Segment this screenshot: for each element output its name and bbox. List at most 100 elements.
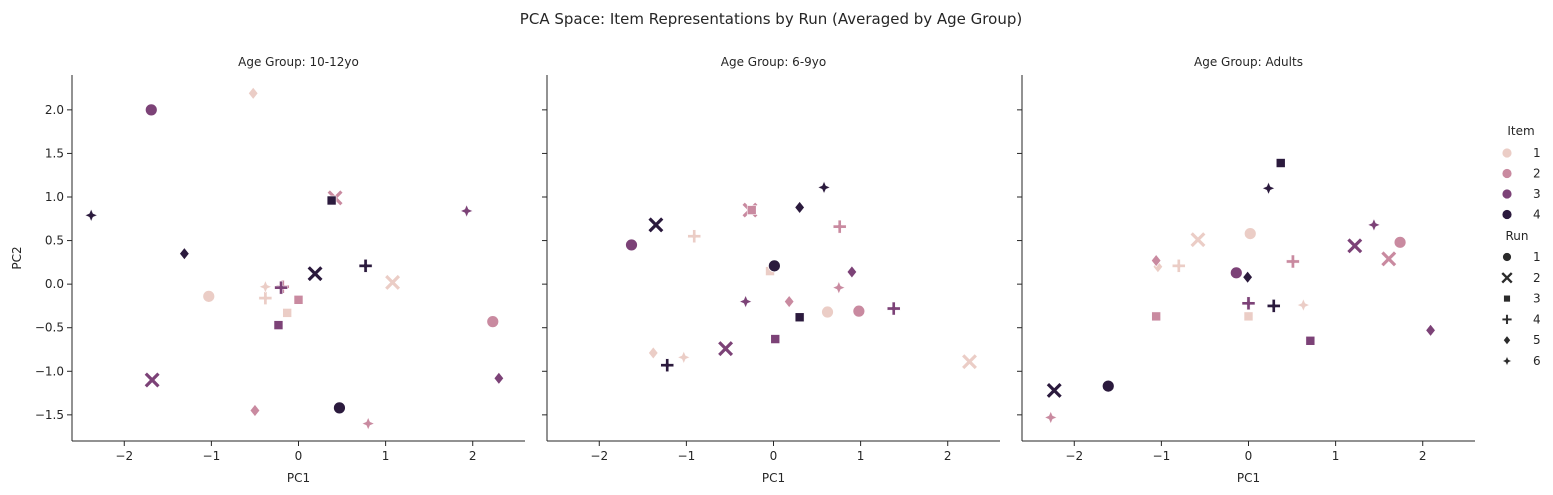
points <box>84 86 505 431</box>
x-tick-label: 2 <box>469 449 477 463</box>
data-point-item-4-run-1 <box>1101 379 1115 393</box>
data-point-item-1-run-1 <box>821 305 834 319</box>
data-point-item-2-run-6 <box>361 417 375 431</box>
points <box>1044 158 1436 424</box>
data-point-item-3-run-2 <box>718 341 734 357</box>
panel-1: Age Group: 10-12yo −2 −1 0 1 2 −1.5 −1.0 −0.5 0.0… <box>10 55 525 485</box>
legend-run-marker <box>1501 355 1513 367</box>
data-point-item-1-run-6 <box>1296 298 1310 312</box>
points <box>625 180 977 372</box>
legend-run-label: 5 <box>1533 333 1541 347</box>
legend-item-swatch <box>1501 168 1513 179</box>
data-point-item-2-run-4 <box>832 219 847 234</box>
legend-run-marker <box>1503 294 1511 303</box>
data-point-item-3-run-4 <box>274 280 288 295</box>
data-point-item-2-run-1 <box>852 304 866 318</box>
data-point-item-3-run-5 <box>1425 323 1436 337</box>
data-point-item-4-run-2 <box>648 217 664 233</box>
data-point-item-4-run-2 <box>1046 382 1062 398</box>
x-tick-label: −1 <box>678 449 696 463</box>
x-tick-label: 0 <box>770 449 778 463</box>
data-point-item-4-run-3 <box>326 195 337 206</box>
x-tick-label: 1 <box>382 449 390 463</box>
legend-run-marker <box>1501 272 1513 284</box>
data-point-item-2-run-1 <box>1393 235 1407 249</box>
legend-item-swatch <box>1501 188 1513 200</box>
data-point-item-2-run-3 <box>746 205 757 215</box>
panel-2: Age Group: 6-9yo −2 −1 0 1 2 PC1 <box>542 55 1000 485</box>
data-point-item-1-run-5 <box>248 86 259 100</box>
data-point-item-4-run-5 <box>1242 270 1253 284</box>
data-point-item-1-run-2 <box>385 274 401 290</box>
y-tick-label: −0.5 <box>35 321 64 335</box>
data-point-item-1-run-4 <box>687 229 701 243</box>
legend: Item 1 2 3 4 Run 1 2 3 4 5 6 <box>1501 124 1541 368</box>
x-axis-label: PC1 <box>287 471 310 485</box>
legend-item-swatch <box>1501 209 1513 220</box>
x-tick-label: −2 <box>115 449 133 463</box>
legend-item-title: Item <box>1507 124 1534 138</box>
data-point-item-4-run-3 <box>1275 158 1286 168</box>
legend-item-swatch <box>1501 147 1513 159</box>
panel-title: Age Group: Adults <box>1194 55 1303 69</box>
x-tick-label: −2 <box>1065 449 1083 463</box>
data-point-item-3-run-2 <box>1347 238 1363 254</box>
panel-3: Age Group: Adults −2 −1 0 1 2 PC1 <box>1017 55 1475 485</box>
data-point-item-1-run-3 <box>1243 311 1254 322</box>
x-axis-label: PC1 <box>1237 471 1260 485</box>
data-point-item-1-run-4 <box>1172 259 1186 273</box>
data-point-item-1-run-3 <box>282 308 292 318</box>
data-point-item-1-run-6 <box>677 350 691 364</box>
data-point-item-3-run-4 <box>1241 296 1256 311</box>
data-point-item-3-run-1 <box>1229 266 1243 280</box>
figure-title: PCA Space: Item Representations by Run (… <box>520 10 1022 28</box>
data-point-item-3-run-1 <box>625 238 638 252</box>
data-point-item-4-run-4 <box>1267 299 1281 313</box>
legend-run-title: Run <box>1505 229 1528 243</box>
legend-run-marker <box>1501 314 1513 325</box>
legend-run-label: 3 <box>1533 292 1541 306</box>
data-point-item-4-run-4 <box>660 358 674 372</box>
data-point-item-1-run-6 <box>258 280 272 294</box>
data-point-item-3-run-2 <box>144 372 160 388</box>
data-point-item-2-run-5 <box>249 404 261 417</box>
y-tick-label: −1.5 <box>35 408 64 422</box>
data-point-item-2-run-1 <box>486 315 500 329</box>
legend-item-label: 2 <box>1533 167 1541 181</box>
x-tick-label: 1 <box>1332 449 1340 463</box>
data-point-item-1-run-5 <box>648 346 659 360</box>
y-tick-label: 0.5 <box>45 234 64 248</box>
y-tick-label: 2.0 <box>45 103 64 117</box>
y-tick-label: 1.5 <box>45 146 64 160</box>
legend-item-label: 4 <box>1533 208 1541 222</box>
data-point-item-3-run-5 <box>493 371 505 385</box>
data-point-item-3-run-3 <box>273 320 284 330</box>
data-point-item-1-run-2 <box>962 354 977 370</box>
panel-title: Age Group: 6-9yo <box>721 55 826 69</box>
data-point-item-3-run-5 <box>846 265 858 279</box>
legend-item-label: 1 <box>1533 146 1541 160</box>
data-point-item-3-run-6 <box>460 204 474 218</box>
data-point-item-4-run-4 <box>358 259 373 273</box>
data-point-item-2-run-5 <box>783 295 795 309</box>
y-axis-label: PC2 <box>10 246 24 269</box>
data-point-item-4-run-6 <box>817 180 831 194</box>
data-point-item-4-run-5 <box>794 200 805 214</box>
x-tick-label: −2 <box>590 449 608 463</box>
x-tick-label: 0 <box>295 449 303 463</box>
legend-run-label: 1 <box>1533 250 1541 264</box>
x-tick-label: 1 <box>857 449 865 463</box>
data-point-item-4-run-6 <box>84 208 98 222</box>
data-point-item-4-run-6 <box>1262 181 1276 195</box>
data-point-item-3-run-4 <box>886 301 901 316</box>
y-tick-label: 0.0 <box>45 277 64 291</box>
x-tick-label: −1 <box>203 449 221 463</box>
legend-run-label: 6 <box>1533 354 1541 368</box>
data-point-item-3-run-6 <box>1367 218 1381 232</box>
legend-item-label: 3 <box>1533 187 1541 201</box>
panels-group: Age Group: 10-12yo −2 −1 0 1 2 −1.5 −1.0 −0.5 0.0… <box>10 55 1475 485</box>
data-point-item-3-run-3 <box>1305 335 1316 346</box>
data-point-item-2-run-3 <box>1151 311 1161 322</box>
x-tick-label: −1 <box>1153 449 1171 463</box>
data-point-item-4-run-3 <box>794 312 805 323</box>
